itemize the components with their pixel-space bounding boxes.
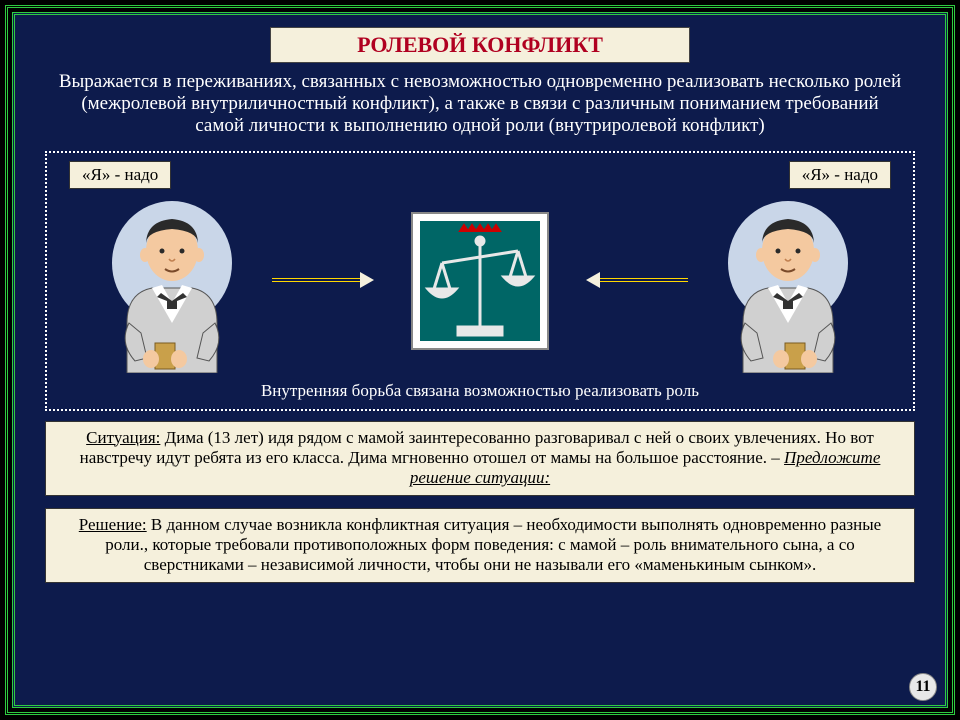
title-box: РОЛЕВОЙ КОНФЛИКТ <box>270 27 690 63</box>
slide: РОЛЕВОЙ КОНФЛИКТ Выражается в переживани… <box>0 0 960 720</box>
page-number: 11 <box>909 673 937 701</box>
tag-right: «Я» - надо <box>789 161 891 189</box>
solution-box: Решение: В данном случае возникла конфли… <box>45 508 915 583</box>
intro-text: Выражается в переживаниях, связанных с н… <box>45 69 915 145</box>
diagram-area: «Я» - надо «Я» - надо <box>45 151 915 411</box>
tag-left: «Я» - надо <box>69 161 171 189</box>
slide-frame: РОЛЕВОЙ КОНФЛИКТ Выражается в переживани… <box>12 12 948 708</box>
person-right-icon <box>713 193 863 378</box>
situation-label: Ситуация: <box>86 428 160 447</box>
scales-icon <box>410 211 550 356</box>
situation-text: Дима (13 лет) идя рядом с мамой заинтере… <box>80 428 874 467</box>
title-text: РОЛЕВОЙ КОНФЛИКТ <box>357 32 603 57</box>
solution-text: В данном случае возникла конфликтная сит… <box>105 515 881 575</box>
situation-box: Ситуация: Дима (13 лет) идя рядом с мамо… <box>45 421 915 496</box>
person-left-icon <box>97 193 247 378</box>
solution-label: Решение: <box>79 515 147 534</box>
diagram-caption: Внутренняя борьба связана возможностью р… <box>47 381 913 401</box>
